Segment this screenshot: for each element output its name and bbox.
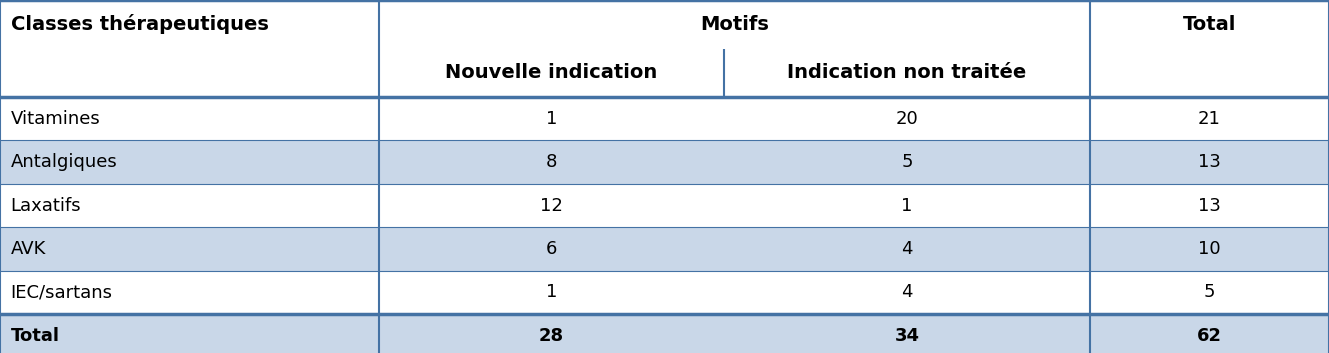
Text: 34: 34: [894, 327, 920, 345]
Text: 10: 10: [1197, 240, 1221, 258]
Text: 1: 1: [546, 110, 557, 128]
Text: AVK: AVK: [11, 240, 47, 258]
Text: 1: 1: [546, 283, 557, 301]
Text: 62: 62: [1197, 327, 1221, 345]
Text: 8: 8: [546, 153, 557, 171]
Text: 4: 4: [901, 240, 913, 258]
Text: IEC/sartans: IEC/sartans: [11, 283, 113, 301]
Text: Motifs: Motifs: [700, 15, 768, 34]
Text: Laxatifs: Laxatifs: [11, 197, 81, 215]
Bar: [0, 0, 1329, 97]
Text: 20: 20: [896, 110, 918, 128]
Text: 5: 5: [901, 153, 913, 171]
Text: Total: Total: [11, 327, 60, 345]
Text: 28: 28: [540, 327, 563, 345]
Text: 21: 21: [1197, 110, 1221, 128]
Text: Vitamines: Vitamines: [11, 110, 101, 128]
Text: Nouvelle indication: Nouvelle indication: [445, 63, 658, 82]
Bar: [0, 140, 1329, 184]
Text: 12: 12: [540, 197, 563, 215]
Bar: [0, 271, 1329, 314]
Bar: [0, 184, 1329, 227]
Text: 6: 6: [546, 240, 557, 258]
Text: Classes thérapeutiques: Classes thérapeutiques: [11, 14, 268, 34]
Text: 1: 1: [901, 197, 913, 215]
Bar: [0, 314, 1329, 353]
Bar: [0, 97, 1329, 140]
Text: Total: Total: [1183, 15, 1236, 34]
Text: 4: 4: [901, 283, 913, 301]
Bar: [0, 227, 1329, 271]
Text: Antalgiques: Antalgiques: [11, 153, 117, 171]
Text: 13: 13: [1197, 197, 1221, 215]
Text: 13: 13: [1197, 153, 1221, 171]
Text: 5: 5: [1204, 283, 1215, 301]
Text: Indication non traitée: Indication non traitée: [787, 63, 1027, 82]
